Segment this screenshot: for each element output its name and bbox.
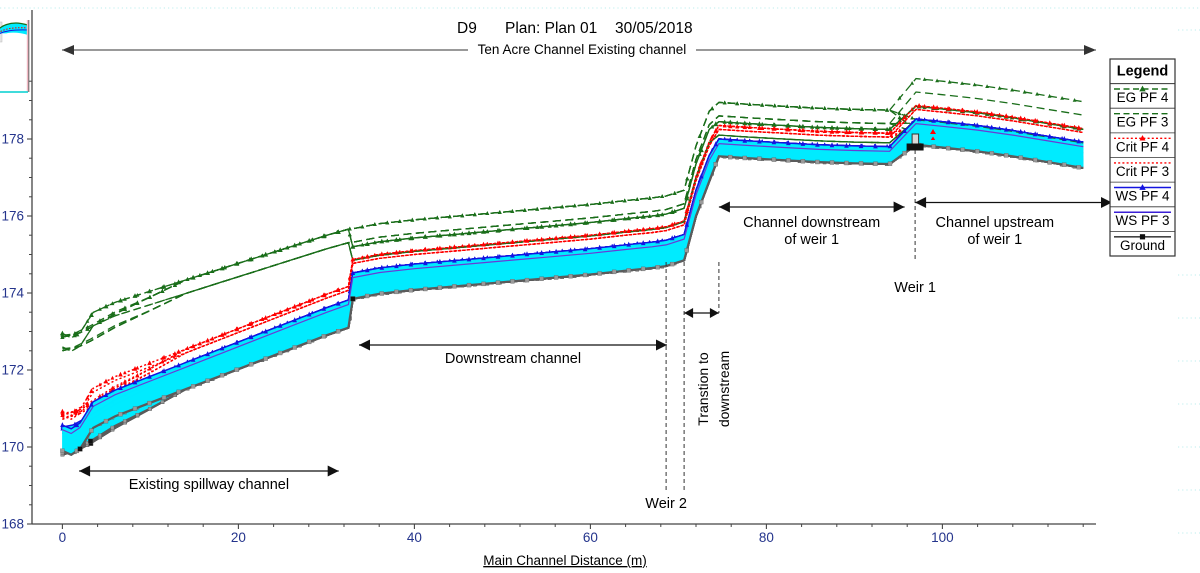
svg-text:100: 100 bbox=[931, 530, 954, 545]
svg-text:Weir 1: Weir 1 bbox=[894, 280, 936, 296]
svg-text:Weir 2: Weir 2 bbox=[645, 496, 687, 512]
svg-text:D9: D9 bbox=[457, 20, 477, 37]
svg-text:Crit PF 3: Crit PF 3 bbox=[1116, 164, 1169, 179]
svg-text:Channel downstream: Channel downstream bbox=[743, 215, 880, 231]
svg-text:172: 172 bbox=[1, 363, 24, 378]
svg-text:Crit PF 4: Crit PF 4 bbox=[1116, 139, 1170, 154]
svg-text:downstream: downstream bbox=[716, 351, 732, 427]
svg-text:WS PF 3: WS PF 3 bbox=[1115, 213, 1169, 228]
svg-text:of weir 1: of weir 1 bbox=[967, 232, 1022, 248]
svg-text:30/05/2018: 30/05/2018 bbox=[615, 20, 693, 37]
svg-text:174: 174 bbox=[1, 286, 24, 301]
svg-text:Main Channel Distance (m): Main Channel Distance (m) bbox=[483, 553, 647, 568]
svg-text:168: 168 bbox=[1, 517, 24, 532]
svg-text:WS PF 4: WS PF 4 bbox=[1115, 189, 1169, 204]
svg-text:40: 40 bbox=[407, 530, 422, 545]
svg-text:of weir 1: of weir 1 bbox=[784, 232, 839, 248]
svg-text:60: 60 bbox=[583, 530, 598, 545]
svg-text:80: 80 bbox=[759, 530, 774, 545]
svg-text:Transtion to: Transtion to bbox=[695, 352, 711, 426]
svg-text:Existing spillway channel: Existing spillway channel bbox=[129, 477, 289, 493]
svg-text:Plan: Plan 01: Plan: Plan 01 bbox=[505, 20, 597, 37]
svg-text:176: 176 bbox=[1, 209, 24, 224]
svg-text:178: 178 bbox=[1, 132, 24, 147]
svg-text:20: 20 bbox=[231, 530, 246, 545]
svg-text:Ground: Ground bbox=[1120, 238, 1165, 253]
svg-text:0: 0 bbox=[59, 530, 67, 545]
svg-text:170: 170 bbox=[1, 440, 24, 455]
svg-text:Downstream channel: Downstream channel bbox=[445, 351, 581, 367]
svg-text:Channel upstream: Channel upstream bbox=[936, 215, 1055, 231]
svg-text:EG PF 4: EG PF 4 bbox=[1117, 90, 1169, 105]
svg-text:EG PF 3: EG PF 3 bbox=[1117, 115, 1169, 130]
svg-text:Ten Acre Channel Existing chan: Ten Acre Channel Existing channel bbox=[478, 42, 687, 57]
svg-text:Legend: Legend bbox=[1117, 64, 1169, 80]
